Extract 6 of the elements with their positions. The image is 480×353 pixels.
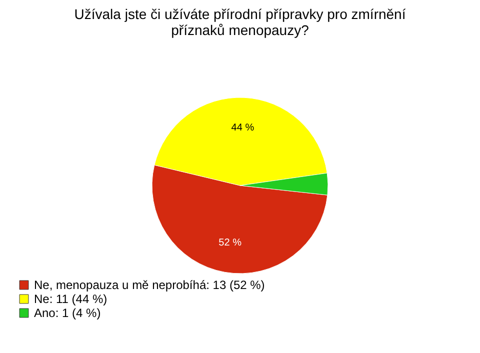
legend-label: Ne, menopauza u mě neprobíhá: 13 (52 %) — [34, 278, 265, 292]
data-label: 52 % — [218, 238, 242, 249]
chart-title: Užívala jste či užíváte přírodní přípravky pro zmírnění příznaků menopauzy? — [74, 6, 406, 38]
legend-label: Ne: 11 (44 %) — [34, 292, 108, 306]
legend-label: Ano: 1 (4 %) — [34, 306, 101, 320]
data-label: 44 % — [231, 122, 254, 134]
